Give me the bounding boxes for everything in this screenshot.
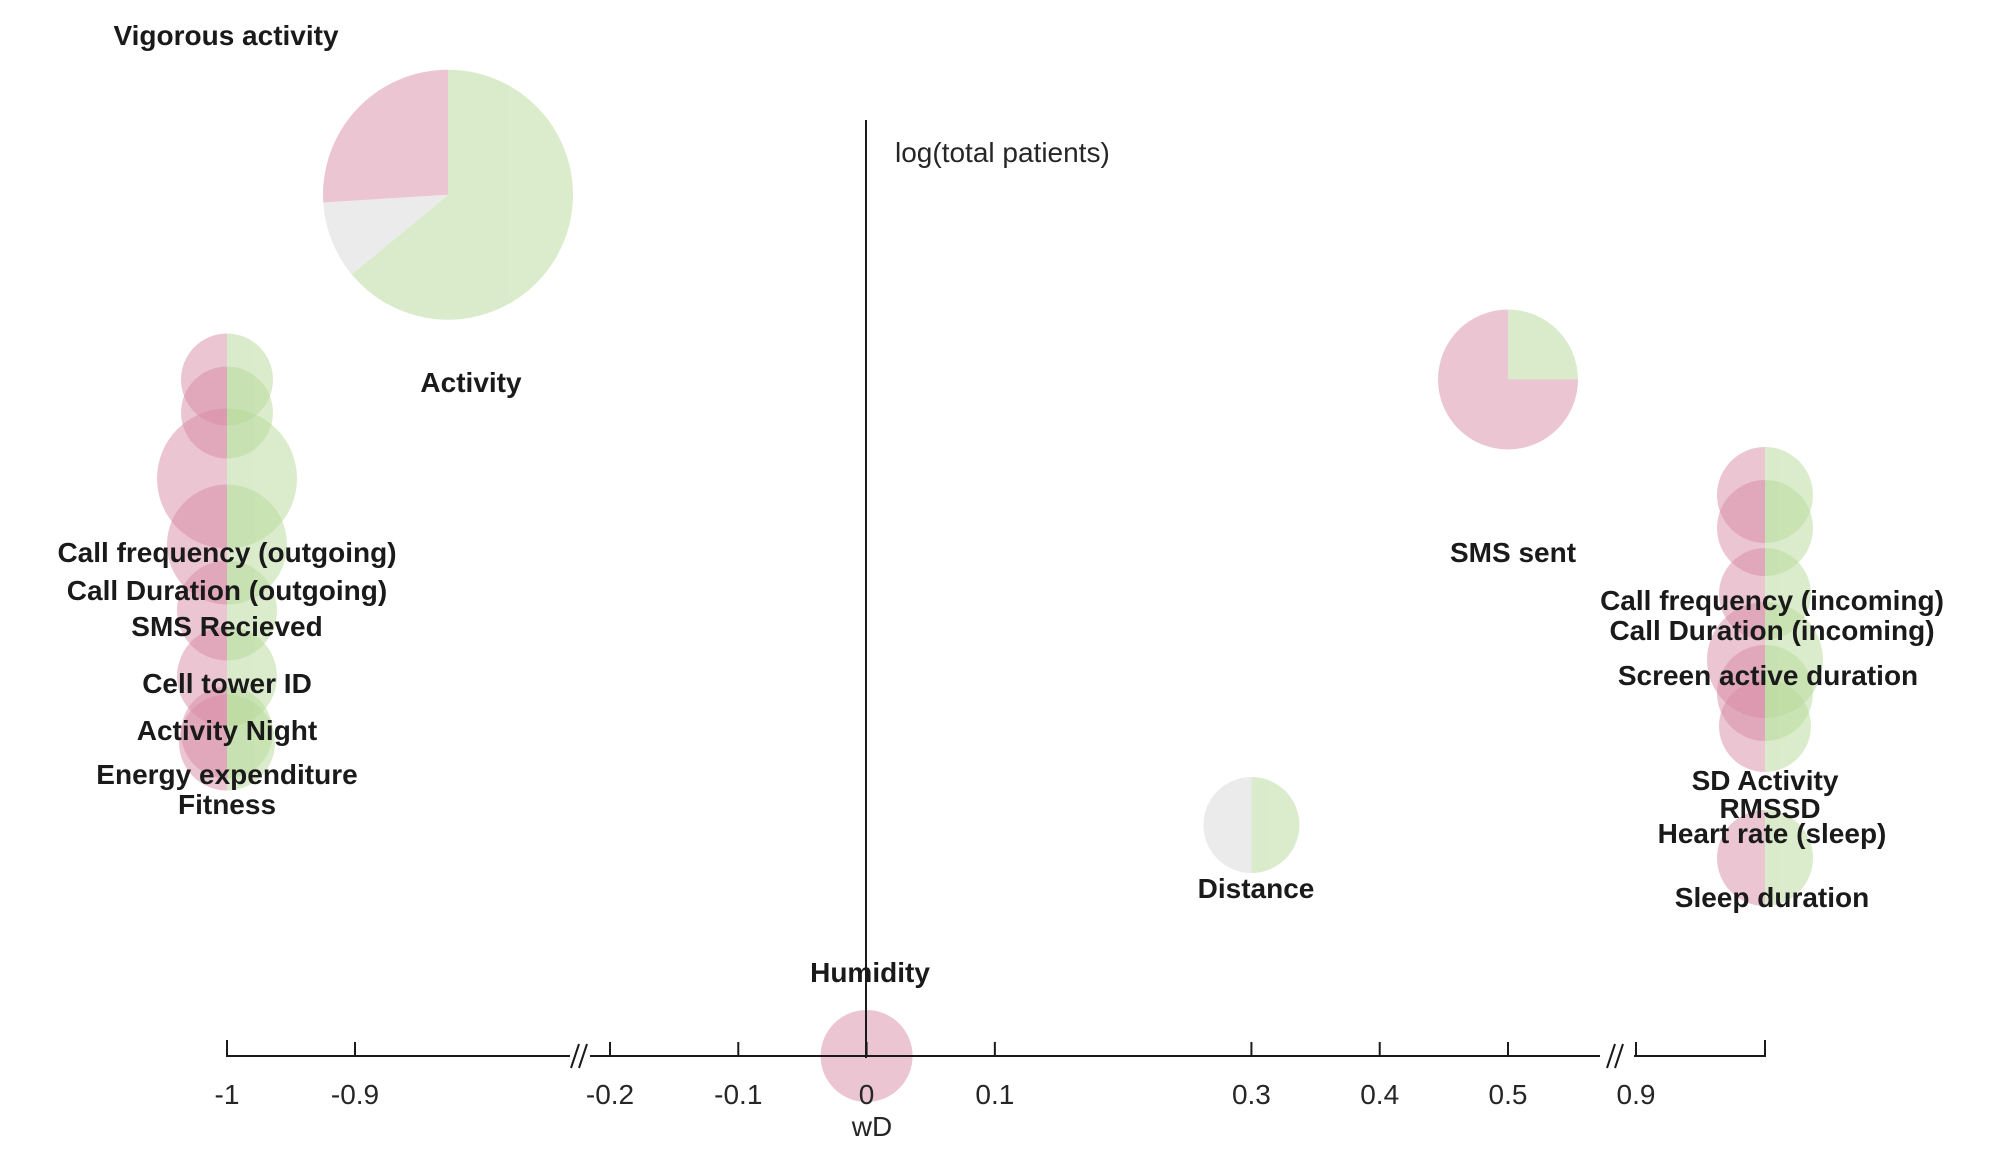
bubble-label-sms-sent: SMS sent bbox=[1450, 537, 1576, 568]
slice-gray-distance bbox=[1203, 777, 1252, 873]
x-tick-label: 0.3 bbox=[1232, 1079, 1271, 1110]
bubble-label-rmssd: RMSSD bbox=[1719, 793, 1820, 824]
bubble-label-activity-night: Activity Night bbox=[137, 715, 317, 746]
labels-layer: Vigorous activity Activity Call frequency … bbox=[57, 20, 1943, 988]
x-axis-segment-right bbox=[1634, 1040, 1766, 1057]
bubble-label-call-frequency-outgoing: Call frequency (outgoing) bbox=[57, 537, 396, 568]
bubble-label-sd-activity: SD Activity bbox=[1692, 765, 1839, 796]
slice-green-distance bbox=[1251, 777, 1300, 873]
x-axis-title: wD bbox=[851, 1111, 892, 1142]
slice-green-heart-rate-sleep bbox=[1765, 680, 1811, 772]
bubble-label-heart-rate-sleep: Heart rate (sleep) bbox=[1658, 818, 1887, 849]
bubble-label-vigorous-activity: Vigorous activity bbox=[113, 20, 339, 51]
slice-green-activity bbox=[351, 69, 573, 320]
bubble-distance bbox=[1203, 777, 1300, 873]
slice-gray-activity bbox=[323, 194, 448, 275]
axis-break-right bbox=[1606, 1043, 1624, 1069]
axis-break-left bbox=[570, 1043, 588, 1069]
bubble-label-cell-tower-id: Cell tower ID bbox=[142, 668, 312, 699]
slice-red-sleep-duration bbox=[1717, 810, 1765, 906]
bubble-label-distance: Distance bbox=[1198, 873, 1315, 904]
bubble-heart-rate-sleep bbox=[1719, 680, 1811, 772]
bubble-sms-sent bbox=[1438, 309, 1578, 450]
bubble-label-sms-recieved: SMS Recieved bbox=[131, 611, 322, 642]
x-tick-label: 0.9 bbox=[1617, 1079, 1656, 1110]
bubble-label-energy-expenditure: Energy expenditure bbox=[96, 759, 357, 790]
x-tick-label: -0.1 bbox=[714, 1079, 762, 1110]
x-tick-label: 0.4 bbox=[1360, 1079, 1399, 1110]
y-axis-title: log(total patients) bbox=[895, 137, 1110, 168]
bubble-label-call-frequency-incoming: Call frequency (incoming) bbox=[1600, 585, 1944, 616]
slice-green-sms-sent bbox=[1508, 309, 1578, 380]
slice-red-fitness bbox=[179, 694, 227, 791]
slice-green-fitness bbox=[227, 694, 275, 791]
bubble-label-activity: Activity bbox=[420, 367, 522, 398]
ticks-layer: -1 -0.9 -0.2 -0.1 0 0.1 0.3 0.4 0.5 0.9 bbox=[215, 1042, 1656, 1110]
bubble-label-fitness: Fitness bbox=[178, 789, 276, 820]
x-tick-label: -1 bbox=[215, 1079, 240, 1110]
x-tick-label: -0.9 bbox=[331, 1079, 379, 1110]
bubble-label-call-duration-incoming: Call Duration (incoming) bbox=[1609, 615, 1934, 646]
bubble-label-screen-active-duration: Screen active duration bbox=[1618, 660, 1918, 691]
bubble-sleep-duration bbox=[1717, 810, 1813, 906]
bubbles-layer bbox=[157, 69, 1823, 1102]
bubble-label-sleep-duration: Sleep duration bbox=[1675, 882, 1869, 913]
x-axis-segment-left bbox=[226, 1040, 570, 1057]
x-tick-label: 0 bbox=[859, 1079, 875, 1110]
bubble-label-humidity: Humidity bbox=[810, 957, 930, 988]
x-tick-label: 0.1 bbox=[975, 1079, 1014, 1110]
x-tick-label: 0.5 bbox=[1489, 1079, 1528, 1110]
slice-red-activity bbox=[323, 69, 448, 203]
slice-green-sleep-duration bbox=[1765, 810, 1813, 906]
slice-red-heart-rate-sleep bbox=[1719, 680, 1765, 772]
x-tick-label: -0.2 bbox=[586, 1079, 634, 1110]
bubble-activity bbox=[323, 69, 573, 320]
bubble-fitness bbox=[179, 694, 275, 791]
slice-red-sms-sent bbox=[1438, 309, 1578, 450]
bubble-label-call-duration-outgoing: Call Duration (outgoing) bbox=[67, 575, 387, 606]
